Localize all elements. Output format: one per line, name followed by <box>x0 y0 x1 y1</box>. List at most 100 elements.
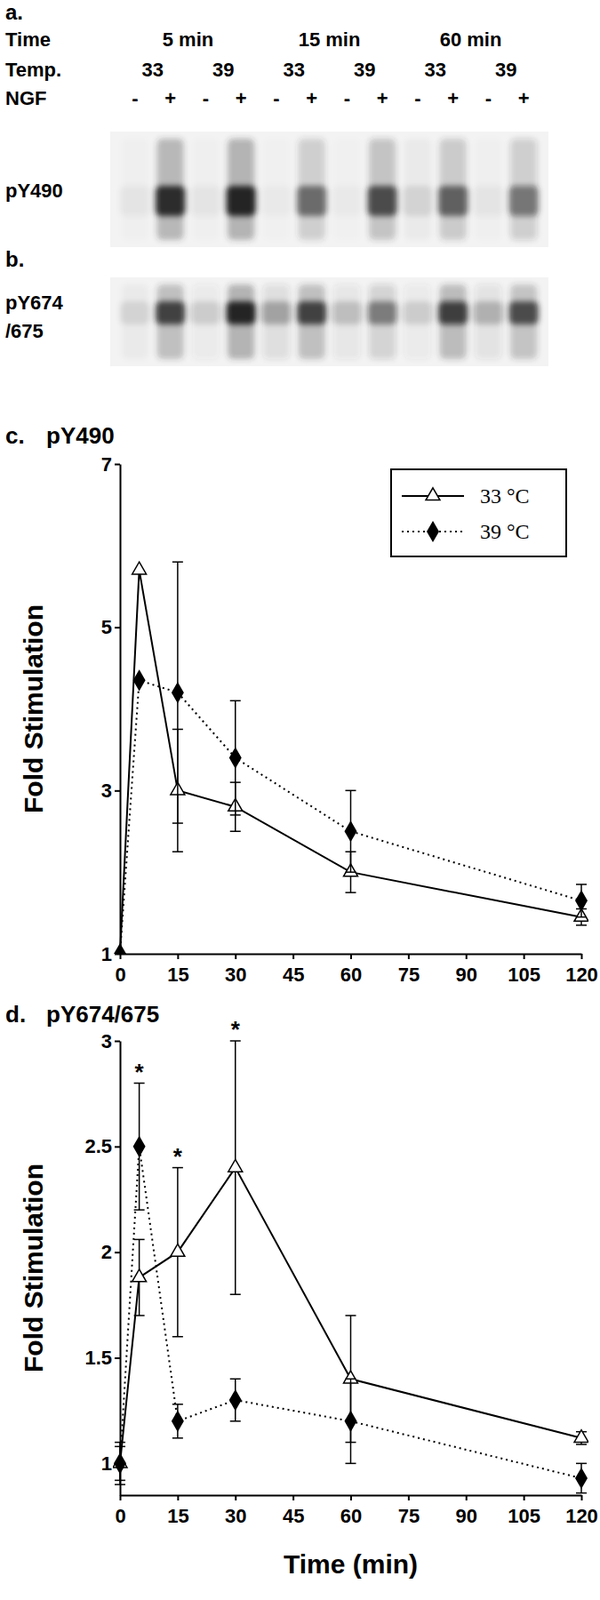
marker <box>133 1136 144 1156</box>
tick-label: 15 <box>167 1504 189 1528</box>
error-bar <box>114 1446 126 1480</box>
tick: 0 <box>114 1495 126 1528</box>
marker <box>114 944 126 954</box>
marker <box>344 822 356 841</box>
marker <box>228 1159 243 1172</box>
header-value: + <box>235 87 248 110</box>
tick-label: 5 <box>101 616 112 639</box>
header-value: 33 <box>283 58 305 81</box>
legend-item: 33 °C <box>401 484 530 508</box>
tick: 30 <box>224 1495 247 1528</box>
tick: 105 <box>507 953 541 986</box>
header-value: - <box>272 87 280 110</box>
tick-label: 90 <box>456 1504 478 1528</box>
marker <box>574 1430 589 1443</box>
blot: b.pY674/675 <box>5 247 549 367</box>
marker <box>344 1411 356 1431</box>
tick: 60 <box>340 1495 362 1528</box>
series-line <box>120 1146 582 1479</box>
y-axis: 11.522.53 <box>84 1030 120 1496</box>
tick: 75 <box>398 1495 420 1528</box>
blot-band <box>225 284 256 360</box>
tick-label: 0 <box>114 963 126 986</box>
tick-mark <box>114 464 120 466</box>
tick: 75 <box>398 953 420 986</box>
tick: 60 <box>340 953 362 986</box>
marker <box>576 891 587 911</box>
tick-mark <box>234 1495 237 1501</box>
header-value: + <box>376 87 389 110</box>
y-axis: 1357 <box>101 453 121 966</box>
header-value: 5 min <box>162 28 214 51</box>
blot-band <box>261 284 291 360</box>
header-value: 15 min <box>298 28 361 51</box>
marker <box>576 1468 587 1488</box>
header-label: Time <box>5 28 51 51</box>
series-line <box>120 680 582 954</box>
error-bar <box>345 1378 357 1464</box>
legend-label: 39 °C <box>480 520 530 544</box>
tick: 3 <box>101 1030 120 1053</box>
marker <box>172 1411 184 1431</box>
error-bar <box>172 561 184 824</box>
tick: 0 <box>114 953 126 986</box>
panel-letter: c. <box>5 422 25 449</box>
tick-mark <box>523 953 526 960</box>
tick-label: 75 <box>398 1504 420 1528</box>
blot-band <box>120 138 150 240</box>
tick-label: 2.5 <box>84 1135 112 1158</box>
legend-marker <box>427 521 439 541</box>
tick-mark <box>234 953 237 960</box>
error-bar <box>345 790 357 872</box>
chart: d.pY674/675015304560759010512011.522.53F… <box>5 1000 599 1579</box>
blot-band <box>191 138 221 240</box>
legend-box <box>391 469 567 557</box>
tick-label: 30 <box>224 1504 247 1528</box>
tick-label: 1 <box>101 1452 112 1475</box>
header-value: - <box>344 87 351 110</box>
panel-letter: b. <box>5 247 24 272</box>
header-value: 39 <box>353 58 376 81</box>
blot-band <box>155 284 185 360</box>
blot-band <box>296 138 327 240</box>
tick: 15 <box>167 1495 189 1528</box>
tick: 90 <box>456 953 478 986</box>
tick: 90 <box>456 1495 478 1528</box>
tick-mark <box>408 1495 410 1501</box>
blot-band <box>438 138 468 240</box>
error-bar <box>172 1404 184 1439</box>
tick: 45 <box>282 953 304 986</box>
header-value: 33 <box>142 58 164 81</box>
error-bar <box>230 1378 241 1422</box>
header-label: NGF <box>5 87 47 110</box>
header-value: 33 <box>424 58 447 81</box>
tick-mark <box>176 1495 179 1501</box>
legend-marker <box>425 488 440 501</box>
blot-label: pY674 <box>5 291 64 314</box>
header-value: + <box>447 87 459 110</box>
blot-background <box>110 277 549 367</box>
tick-mark <box>292 1495 295 1501</box>
tick-label: 7 <box>101 453 112 476</box>
tick: 7 <box>101 453 120 476</box>
blot-band <box>438 284 468 360</box>
tick-mark <box>581 953 584 960</box>
tick-mark <box>114 790 120 792</box>
tick: 30 <box>224 953 247 986</box>
tick-label: 30 <box>224 963 247 986</box>
blot-band <box>120 284 150 360</box>
tick-mark <box>350 1495 352 1501</box>
blot-band <box>508 284 538 360</box>
legend-label: 33 °C <box>480 484 530 508</box>
tick-mark <box>465 1495 468 1501</box>
header-value: + <box>164 87 176 110</box>
x-axis: 0153045607590105120 <box>114 953 598 986</box>
series-line <box>120 569 582 954</box>
tick-label: 0 <box>114 1504 126 1528</box>
header-value: 39 <box>495 58 517 81</box>
tick-mark <box>581 1495 584 1501</box>
tick: 3 <box>101 779 120 802</box>
y-axis-title: Fold Stimulation <box>18 604 48 814</box>
blot-background <box>110 131 549 248</box>
marker <box>230 1390 241 1409</box>
